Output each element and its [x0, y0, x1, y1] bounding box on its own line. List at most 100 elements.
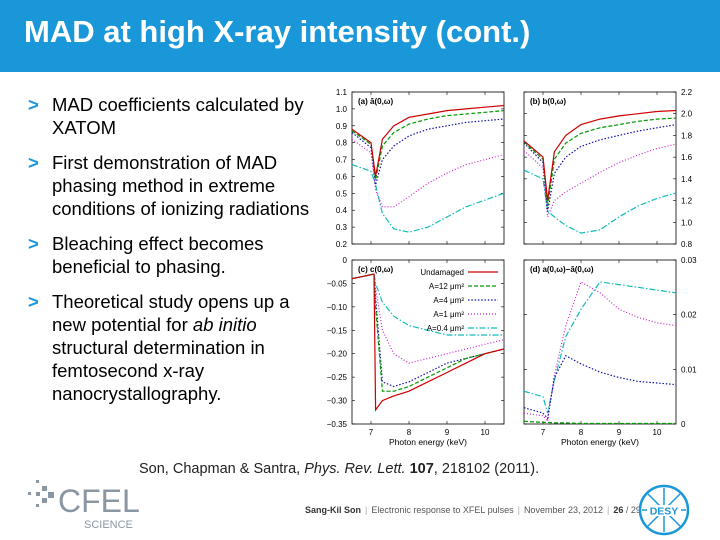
- footer-date: November 23, 2012: [523, 505, 603, 515]
- footer-talk: Electronic response to XFEL pulses: [371, 505, 514, 515]
- x-tick-label: 9: [617, 428, 622, 437]
- y-tick-label: 0.02: [681, 311, 697, 320]
- legend-label: A=0.4 μm²: [427, 324, 465, 333]
- series-line: [524, 281, 676, 414]
- bullet-2: > First demonstration of MAD phasing meth…: [28, 151, 318, 220]
- panel-3: −0.35 −0.30 −0.25 −0.20 −0.15 −0.10 −0.05 0 7 8 9 1…: [327, 256, 505, 447]
- x-tick-label: 9: [445, 428, 450, 437]
- y-tick-label: 0.3: [336, 223, 348, 232]
- y-tick-label: 0.01: [681, 365, 697, 374]
- series-line: [524, 169, 676, 234]
- bullet-list: > MAD coefficients calculated by XATOM > Fi…: [28, 93, 318, 417]
- bullet-marker: >: [28, 291, 39, 312]
- x-tick-label: 7: [541, 428, 546, 437]
- legend-label: A=1 μm²: [433, 310, 464, 319]
- bullet-text: Theoretical study opens up a new potenti…: [52, 291, 290, 335]
- citation: Son, Chapman & Santra, Phys. Rev. Lett. …: [139, 461, 539, 477]
- cfel-logo: CFEL SCIENCE: [28, 480, 140, 531]
- bullet-text: First demonstration of MAD phasing metho…: [52, 152, 310, 219]
- legend: Undamaged A=12 μm² A=4 μm² A=1 μm² A=0.4 μm²: [420, 268, 498, 333]
- y-tick-label: 0.7: [336, 156, 348, 165]
- panel-2: 0.8 1.0 1.2 1.4 1.6 1.8 2.0 2.2 (b) b(0,ω): [523, 88, 693, 249]
- series-line: [524, 281, 676, 423]
- series-line: [524, 354, 676, 420]
- y-tick-label: −0.10: [327, 303, 348, 312]
- panel-label: (b) b(0,ω): [530, 97, 566, 106]
- x-tick-label: 10: [653, 428, 662, 437]
- y-tick-label: 1.6: [681, 153, 693, 162]
- series-line: [524, 420, 676, 424]
- bullet-marker: >: [28, 233, 39, 254]
- y-tick-label: −0.25: [327, 373, 348, 382]
- panel-label: (c) c(0,ω): [358, 265, 394, 274]
- x-tick-label: 7: [369, 428, 374, 437]
- panel-frame: [523, 259, 677, 425]
- footer-author: Sang-Kil Son: [305, 505, 361, 515]
- y-tick-label: 1.8: [681, 131, 693, 140]
- y-tick-label: 0.6: [336, 172, 348, 181]
- citation-authors: Son, Chapman & Santra,: [139, 461, 305, 477]
- panel-frame: [351, 259, 505, 425]
- y-tick-label: 1.0: [681, 218, 693, 227]
- y-tick-label: 1.2: [681, 197, 693, 206]
- x-tick-label: 10: [481, 428, 490, 437]
- legend-label: A=12 μm²: [429, 282, 464, 291]
- series-line: [524, 109, 676, 201]
- legend-label: A=4 μm²: [433, 296, 464, 305]
- bullet-marker: >: [28, 152, 39, 173]
- y-tick-label: 0.2: [336, 240, 348, 249]
- footer-page: 26: [613, 505, 624, 515]
- series-line: [352, 273, 504, 412]
- series-line: [352, 273, 504, 392]
- bullet-text: MAD coefficients calculated by XATOM: [52, 94, 304, 138]
- x-tick-label: 8: [407, 428, 412, 437]
- y-tick-label: 2.2: [681, 88, 693, 97]
- bullet-3: > Bleaching effect becomes beneficial to …: [28, 232, 318, 278]
- slide-title: MAD at high X-ray intensity (cont.): [24, 14, 531, 49]
- panel-label: (a) ā(0,ω): [358, 97, 394, 106]
- panel-frame: [523, 91, 677, 245]
- citation-journal: Phys. Rev. Lett.: [304, 461, 406, 477]
- series-line: [352, 273, 504, 364]
- bullet-1: > MAD coefficients calculated by XATOM: [28, 93, 318, 139]
- y-tick-label: −0.05: [327, 279, 348, 288]
- y-tick-label: −0.30: [327, 397, 348, 406]
- panel-label: (d) a(0,ω)−ā(0,ω): [530, 265, 594, 274]
- series-line: [352, 138, 504, 208]
- y-tick-label: 1.4: [681, 175, 693, 184]
- bullet-marker: >: [28, 94, 39, 115]
- desy-logo: DESY: [638, 484, 690, 536]
- panel-4: 0 0.01 0.02 0.03 7 8 9 10 Photon energy (keV) (d)…: [523, 256, 697, 447]
- panel-1: 0.2 0.3 0.4 0.5 0.6 0.7 0.8 0.9 1.0 1.1 (a) ā(0,ω): [336, 88, 505, 249]
- y-tick-label: 0.8: [336, 139, 348, 148]
- y-tick-label: 0.9: [336, 122, 348, 131]
- cfel-logo-sub: SCIENCE: [84, 519, 133, 531]
- y-tick-label: 1.1: [336, 88, 348, 97]
- series-line: [524, 143, 676, 218]
- x-axis-label: Photon energy (keV): [561, 437, 639, 447]
- title-bar: MAD at high X-ray intensity (cont.): [0, 0, 720, 72]
- bullet-4: > Theoretical study opens up a new potent…: [28, 290, 318, 405]
- x-tick-label: 8: [579, 428, 584, 437]
- y-tick-label: 0: [681, 420, 686, 429]
- y-tick-label: 0.8: [681, 240, 693, 249]
- figure-panels: 0.2 0.3 0.4 0.5 0.6 0.7 0.8 0.9 1.0 1.1 (a) ā(0,ω)…: [327, 88, 697, 447]
- series-line: [352, 273, 504, 388]
- y-tick-label: −0.15: [327, 326, 348, 335]
- series-line: [352, 118, 504, 186]
- y-tick-label: 0: [343, 256, 348, 265]
- y-tick-label: 1.0: [336, 105, 348, 114]
- y-tick-label: 0.4: [336, 206, 348, 215]
- footer-total: 29: [630, 505, 641, 515]
- series-line: [352, 104, 504, 177]
- series-line: [352, 273, 504, 336]
- cfel-logo-text: CFEL: [58, 483, 140, 519]
- x-axis-label: Photon energy (keV): [389, 437, 467, 447]
- y-tick-label: 0.5: [336, 189, 348, 198]
- citation-volume: 107: [409, 461, 434, 477]
- y-tick-label: −0.35: [327, 420, 348, 429]
- y-tick-label: 2.0: [681, 110, 693, 119]
- footer: Sang-Kil Son | Electronic response to XFEL…: [305, 505, 641, 515]
- y-tick-label: −0.20: [327, 350, 348, 359]
- bullet-text: structural determination in femtosecond …: [52, 337, 265, 404]
